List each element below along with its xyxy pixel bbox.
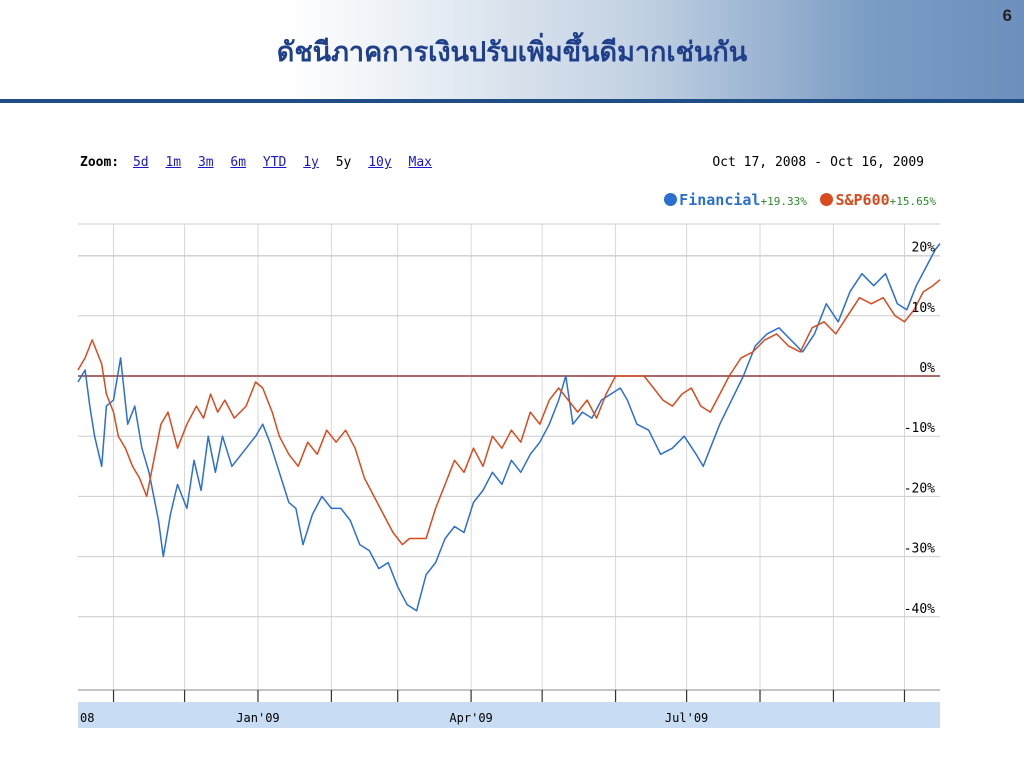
y-axis-label: 0% xyxy=(919,361,935,376)
legend-change-financial: +19.33% xyxy=(760,195,807,208)
zoom-option-6m[interactable]: 6m xyxy=(230,155,247,170)
zoom-option-1y[interactable]: 1y xyxy=(303,155,319,170)
zoom-bar: Zoom: 5d 1m 3m 6m YTD 1y 5y 10y Max xyxy=(80,155,441,170)
zoom-option-3m[interactable]: 3m xyxy=(197,155,214,170)
zoom-option-5d[interactable]: 5d xyxy=(132,155,149,170)
y-axis-label: -10% xyxy=(904,421,935,436)
x-axis-ticks xyxy=(112,690,906,702)
legend-name-sp600: S&P600 xyxy=(835,191,890,209)
y-axis-label: 10% xyxy=(912,301,936,316)
y-axis-label: -40% xyxy=(904,602,935,617)
legend-dot-sp600 xyxy=(820,193,834,206)
header-divider xyxy=(0,99,1024,103)
date-range-end: Oct 16, 2009 xyxy=(830,155,924,170)
x-axis-label: 08 xyxy=(80,711,94,725)
legend-item-financial: Financial+19.33% xyxy=(664,190,807,209)
zoom-option-max[interactable]: Max xyxy=(408,155,432,170)
slide-number: 6 xyxy=(1002,6,1012,25)
chart-legend: Financial+19.33% S&P600+15.65% xyxy=(660,190,936,209)
zoom-option-10y[interactable]: 10y xyxy=(368,155,392,170)
legend-change-sp600: +15.65% xyxy=(889,195,936,208)
x-axis-label: Jul'09 xyxy=(665,711,708,725)
slide-header xyxy=(0,0,1024,100)
y-axis-label: 20% xyxy=(912,241,936,256)
slide-title: ดัชนีภาคการเงินปรับเพิ่มขึ้นดีมากเช่นกัน xyxy=(276,37,748,68)
zoom-option-5y[interactable]: 5y xyxy=(335,155,352,170)
date-range-start: Oct 17, 2008 xyxy=(712,155,807,170)
legend-dot-financial xyxy=(664,193,678,206)
zoom-option-ytd[interactable]: YTD xyxy=(262,155,287,170)
x-axis-labels: 08 Jan'09 Apr'09 Jul'09 xyxy=(80,711,708,725)
x-axis-band xyxy=(78,702,940,728)
y-axis-label: -30% xyxy=(904,542,935,557)
date-range-separator: - xyxy=(814,155,823,170)
legend-item-sp600: S&P600+15.65% xyxy=(820,190,936,209)
series-line-financial xyxy=(77,243,941,612)
zoom-label: Zoom: xyxy=(80,155,120,170)
legend-name-financial: Financial xyxy=(679,191,761,209)
y-axis-label: -20% xyxy=(904,481,935,496)
y-axis-labels: 20% 10% 0% -10% -20% -30% -40% xyxy=(904,241,935,617)
zoom-option-1m[interactable]: 1m xyxy=(165,155,182,170)
date-range: Oct 17, 2008- Oct 16, 2009 xyxy=(712,155,924,170)
x-axis-label: Jan'09 xyxy=(236,711,279,725)
vertical-gridlines xyxy=(113,224,905,690)
series-line-sp600 xyxy=(77,279,941,546)
x-axis-label: Apr'09 xyxy=(449,711,492,725)
